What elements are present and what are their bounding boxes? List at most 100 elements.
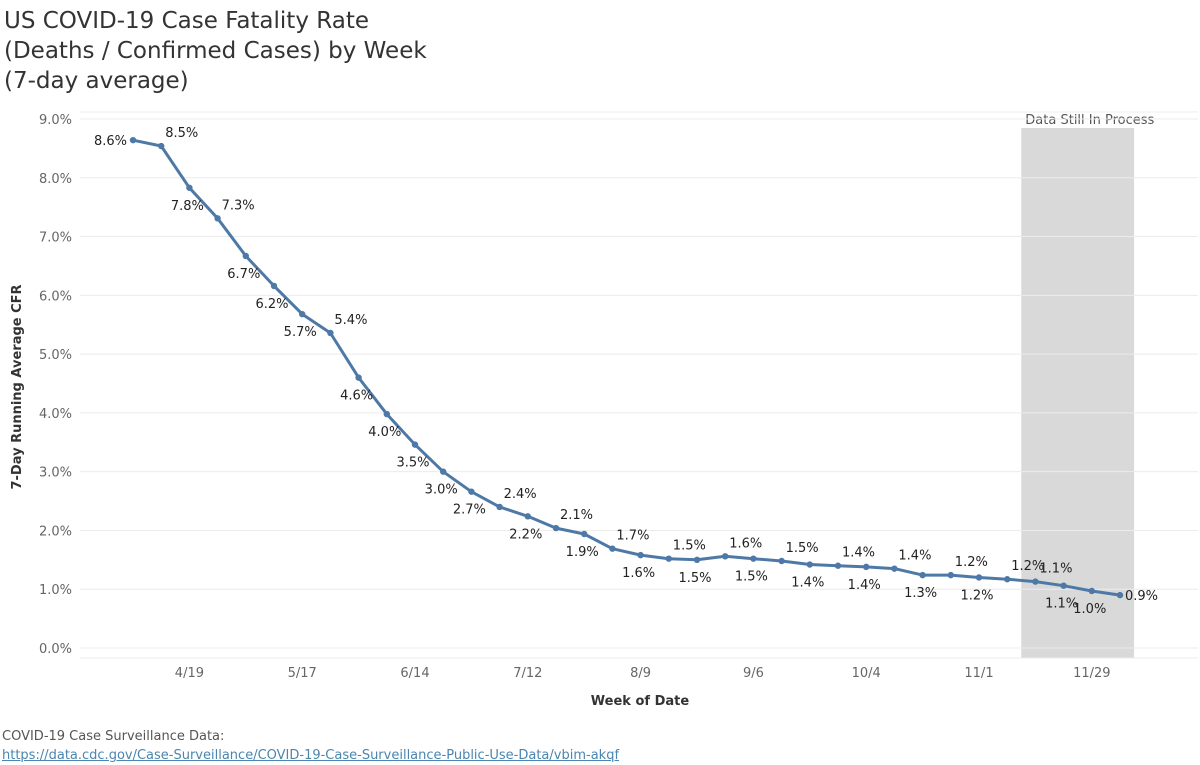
y-axis-ticks: 0.0% 1.0% 2.0% 3.0% 4.0% 5.0% 6.0% 7.0% 8.0% 9.0%	[39, 113, 72, 657]
source-label: COVID-19 Case Surveillance Data:	[2, 729, 225, 744]
x-tick-label: 11/29	[1073, 666, 1110, 681]
data-point	[327, 329, 334, 337]
data-label: 7.8%	[171, 199, 204, 214]
band-rect	[1021, 128, 1135, 658]
data-label: 1.7%	[616, 529, 649, 544]
series-line-path	[131, 138, 1122, 597]
data-point	[355, 374, 362, 381]
data-point	[411, 441, 419, 448]
x-axis-title: Week of Date	[591, 694, 690, 709]
x-tick-label: 5/17	[288, 666, 317, 681]
data-in-process-band: Data Still In Process	[1021, 113, 1155, 658]
data-label: 7.3%	[222, 198, 255, 213]
data-label: 2.4%	[504, 487, 537, 502]
data-label: 0.9%	[1125, 589, 1158, 604]
data-points	[129, 136, 1124, 599]
data-point	[129, 136, 137, 144]
data-point	[468, 488, 475, 495]
y-tick-label: 3.0%	[39, 466, 72, 481]
data-point	[186, 184, 193, 191]
data-label: 8.5%	[165, 126, 198, 141]
data-label: 1.2%	[955, 555, 988, 570]
data-point	[947, 571, 954, 579]
data-label: 1.4%	[898, 549, 931, 564]
data-point	[496, 503, 503, 511]
data-label: 4.6%	[340, 389, 373, 404]
y-tick-label: 9.0%	[39, 113, 72, 128]
data-point	[552, 524, 560, 532]
data-point	[722, 553, 729, 560]
data-point	[242, 252, 249, 260]
chart-title-line-1: US COVID-19 Case Fatality Rate	[4, 8, 369, 34]
y-tick-label: 7.0%	[39, 231, 72, 246]
x-tick-label: 11/1	[964, 666, 993, 681]
data-label: 1.3%	[904, 586, 937, 601]
data-point	[1060, 582, 1067, 589]
data-point	[440, 468, 447, 475]
x-tick-label: 6/14	[400, 666, 429, 681]
y-tick-label: 5.0%	[39, 348, 72, 363]
gridlines	[80, 111, 1198, 659]
x-tick-label: 8/9	[630, 666, 651, 681]
data-point	[637, 551, 644, 559]
data-point	[581, 530, 588, 538]
data-label: 3.5%	[396, 456, 429, 471]
data-point	[863, 563, 870, 571]
data-point	[383, 410, 390, 418]
y-tick-label: 8.0%	[39, 172, 72, 187]
data-point	[834, 562, 842, 569]
data-point	[1004, 576, 1011, 583]
data-label: 2.1%	[560, 508, 593, 523]
data-label: 1.5%	[678, 571, 711, 586]
y-tick-label: 1.0%	[39, 583, 72, 598]
data-point	[1116, 591, 1124, 599]
chart-title-line-3: (7-day average)	[4, 68, 189, 94]
data-label: 2.7%	[453, 503, 486, 518]
data-label: 1.6%	[729, 536, 762, 551]
data-point	[891, 565, 898, 572]
data-label: 1.5%	[735, 570, 768, 585]
band-label: Data Still In Process	[1025, 113, 1154, 128]
data-label: 1.2%	[960, 588, 993, 603]
data-point	[270, 282, 278, 290]
chart-title: US COVID-19 Case Fatality Rate (Deaths /…	[4, 6, 427, 96]
data-label: 4.0%	[368, 425, 401, 440]
x-tick-label: 9/6	[743, 666, 764, 681]
data-label: 1.1%	[1045, 597, 1078, 612]
data-point	[919, 571, 926, 579]
source-link[interactable]: https://data.cdc.gov/Case-Surveillance/C…	[2, 748, 620, 763]
data-label: 1.9%	[566, 545, 599, 560]
y-tick-label: 0.0%	[39, 642, 72, 657]
x-tick-label: 7/12	[513, 666, 542, 681]
data-label: 6.7%	[227, 267, 260, 282]
data-point	[1088, 587, 1096, 595]
y-tick-label: 4.0%	[39, 407, 72, 422]
data-label: 2.2%	[509, 527, 542, 542]
data-point	[299, 310, 306, 318]
data-point	[524, 513, 531, 520]
x-axis-ticks: 4/19 5/17 6/14 7/12 8/9 9/6 10/4 11/1 11/29	[175, 666, 1111, 681]
data-label: 3.0%	[425, 483, 458, 498]
data-point	[1032, 578, 1039, 585]
data-label: 1.4%	[791, 576, 824, 591]
data-point	[975, 574, 983, 581]
y-tick-label: 2.0%	[39, 524, 72, 539]
data-point	[214, 215, 221, 222]
data-label: 5.7%	[284, 325, 317, 340]
source-note: COVID-19 Case Surveillance Data: https:/…	[2, 727, 619, 765]
data-label: 1.5%	[786, 541, 819, 556]
y-tick-label: 6.0%	[39, 289, 72, 304]
data-point	[750, 555, 757, 562]
y-axis-title: 7-Day Running Average CFR	[10, 284, 25, 489]
data-point	[665, 555, 672, 562]
data-point	[158, 142, 165, 150]
data-point	[806, 561, 813, 568]
data-labels: 8.6% 8.5% 7.8% 7.3% 6.7% 6.2% 5.7% 5.4% 4.6% 4.0%…	[94, 126, 1158, 617]
data-label: 5.4%	[334, 313, 367, 328]
data-label: 1.4%	[842, 546, 875, 561]
data-label: 1.1%	[1039, 562, 1072, 577]
data-label: 1.4%	[848, 578, 881, 593]
data-label: 1.5%	[673, 539, 706, 554]
chart-title-line-2: (Deaths / Confirmed Cases) by Week	[4, 38, 427, 64]
data-label: 1.2%	[1011, 559, 1044, 574]
